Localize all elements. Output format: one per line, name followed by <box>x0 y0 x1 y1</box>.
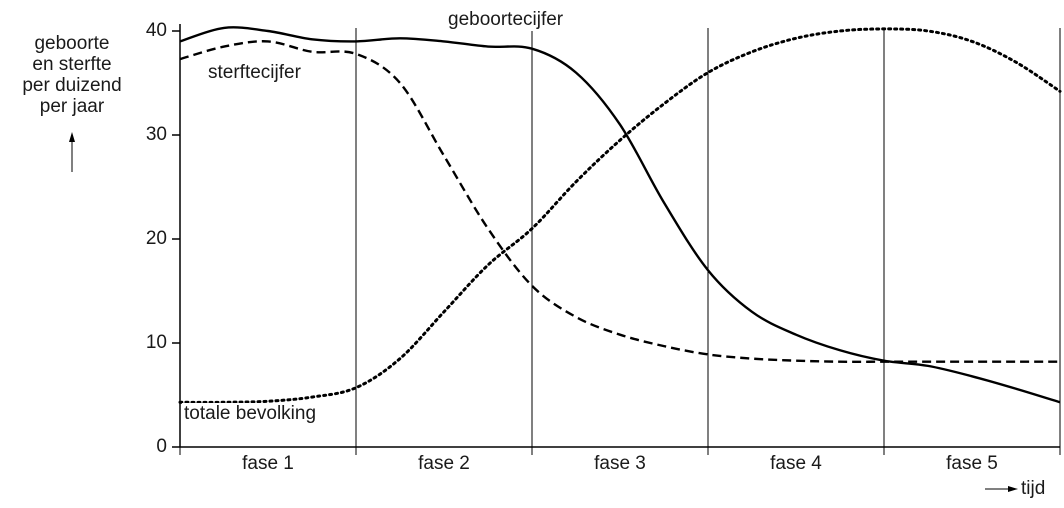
series-line <box>179 40 1060 363</box>
x-label: tijd <box>1021 478 1045 499</box>
series-label: totale bevolking <box>184 403 316 424</box>
series-label: geboortecijfer <box>448 9 564 30</box>
phase-label: fase 5 <box>946 453 998 474</box>
phase-label: fase 2 <box>418 453 470 474</box>
y-tick-label: 0 <box>156 436 167 457</box>
y-label: per jaar <box>40 96 105 117</box>
y-tick-label: 20 <box>146 228 167 249</box>
y-tick-label: 10 <box>146 332 167 353</box>
y-arrow-head <box>69 132 75 142</box>
y-tick-label: 30 <box>146 124 167 145</box>
x-arrow-head <box>1008 486 1018 492</box>
series-label: sterftecijfer <box>208 62 302 83</box>
phase-label: fase 4 <box>770 453 822 474</box>
y-label: geboorte <box>34 33 109 54</box>
y-tick-label: 40 <box>146 20 167 41</box>
label-bg <box>206 62 336 84</box>
y-label: per duizend <box>22 75 121 96</box>
phase-label: fase 1 <box>242 453 294 474</box>
series-line <box>178 27 1062 404</box>
phase-label: fase 3 <box>594 453 646 474</box>
series-line <box>179 26 1061 404</box>
label-bg <box>182 403 352 425</box>
y-label: en sterfte <box>32 54 111 75</box>
label-bg <box>446 9 608 31</box>
